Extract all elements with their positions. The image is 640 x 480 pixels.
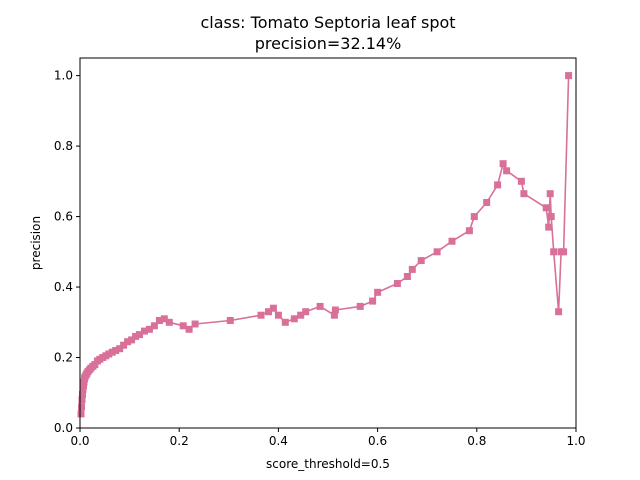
data-point-marker xyxy=(265,308,272,316)
y-axis: 0.0 0.2 0.4 0.6 0.8 1.0 xyxy=(54,69,80,435)
x-tick-label: 0.0 xyxy=(70,434,89,448)
data-point-marker xyxy=(269,304,277,312)
x-tick-label: 0.8 xyxy=(467,434,486,448)
data-point-marker xyxy=(191,320,199,328)
y-tick-label: 0.6 xyxy=(54,210,73,224)
data-point-marker xyxy=(116,345,124,353)
data-point-marker xyxy=(393,280,401,287)
data-point-marker xyxy=(433,248,441,256)
y-tick-label: 0.2 xyxy=(54,351,73,365)
y-tick-label: 0.4 xyxy=(54,280,73,294)
data-point-marker xyxy=(547,213,555,221)
data-point-marker xyxy=(155,317,163,324)
data-point-marker xyxy=(179,322,187,330)
x-tick-label: 0.2 xyxy=(170,434,189,448)
data-point-marker xyxy=(374,288,382,296)
data-point-marker xyxy=(545,223,553,231)
data-point-marker xyxy=(281,318,289,326)
data-point-marker xyxy=(503,167,511,175)
data-point-marker xyxy=(145,325,153,333)
y-tick-label: 0.0 xyxy=(54,421,73,435)
data-point-marker xyxy=(550,248,558,256)
data-point-marker xyxy=(465,227,473,235)
data-point-marker xyxy=(77,410,85,418)
data-point-marker xyxy=(542,204,550,212)
data-point-marker xyxy=(483,199,491,206)
data-point-marker xyxy=(494,181,502,189)
data-point-marker xyxy=(520,190,528,198)
data-point-marker xyxy=(369,297,377,305)
data-point-marker xyxy=(560,248,568,256)
y-tick-label: 0.8 xyxy=(54,139,73,153)
data-point-marker xyxy=(565,72,573,80)
data-point-marker xyxy=(448,237,456,245)
data-point-marker xyxy=(408,265,416,273)
y-axis-label: precision xyxy=(29,216,43,270)
data-point-marker xyxy=(185,325,193,333)
data-point-marker xyxy=(79,391,86,398)
data-point-marker xyxy=(141,327,148,335)
x-tick-label: 0.6 xyxy=(368,434,387,448)
data-point-marker xyxy=(160,315,168,323)
chart-title: class: Tomato Septoria leaf spot xyxy=(200,13,455,32)
x-tick-label: 0.4 xyxy=(269,434,288,448)
plot-frame xyxy=(79,57,577,429)
data-point-marker xyxy=(78,396,86,404)
data-point-marker xyxy=(331,306,339,314)
data-point-marker xyxy=(546,190,554,198)
x-axis: 0.0 0.2 0.4 0.6 0.8 1.0 xyxy=(70,428,586,448)
data-point-marker xyxy=(274,311,282,319)
data-point-marker xyxy=(555,308,563,316)
x-tick-label: 1.0 xyxy=(566,434,585,448)
data-point-marker xyxy=(78,403,85,411)
y-tick-label: 1.0 xyxy=(54,69,73,83)
data-point-marker xyxy=(470,213,478,221)
data-point-marker xyxy=(356,302,364,310)
data-point-marker xyxy=(132,332,140,340)
data-point-marker xyxy=(499,160,507,168)
plot-area xyxy=(77,72,573,418)
data-point-marker xyxy=(517,177,525,185)
data-point-marker xyxy=(290,315,298,323)
data-point-marker xyxy=(226,317,234,324)
data-point-marker xyxy=(257,311,265,319)
data-point-marker xyxy=(403,273,411,280)
data-point-marker xyxy=(302,308,310,316)
data-point-marker xyxy=(128,336,136,344)
series-line xyxy=(80,75,570,414)
data-point-marker xyxy=(136,331,143,339)
x-axis-label: score_threshold=0.5 xyxy=(266,457,390,471)
data-point-marker xyxy=(330,311,338,319)
data-point-marker xyxy=(150,322,158,330)
data-point-marker xyxy=(316,302,324,310)
data-point-marker xyxy=(297,311,305,319)
data-point-marker xyxy=(91,361,99,369)
data-point-marker xyxy=(120,341,128,349)
data-point-marker xyxy=(417,257,425,265)
data-point-marker xyxy=(124,338,132,346)
data-point-marker xyxy=(112,347,120,354)
chart-subtitle: precision=32.14% xyxy=(255,34,402,53)
data-point-marker xyxy=(165,318,173,326)
